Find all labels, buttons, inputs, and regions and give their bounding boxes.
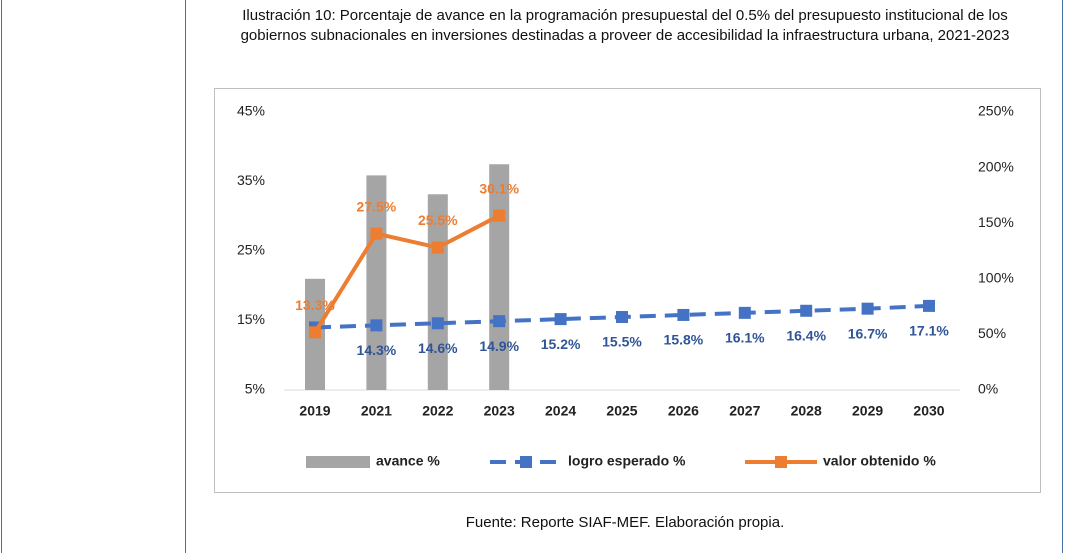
y2-tick-label: 200% (978, 158, 1014, 174)
y2-tick-label: 250% (978, 103, 1014, 119)
table-border (1, 0, 2, 553)
chart-frame (214, 88, 1041, 493)
line (313, 213, 501, 334)
legend-label: logro esperado % (568, 453, 686, 469)
legend-marker (775, 456, 787, 468)
x-tick-label: 2023 (484, 403, 515, 419)
bar (489, 164, 510, 390)
y2-tick-label: 50% (978, 325, 1006, 341)
data-label: 14.6% (418, 340, 458, 356)
table-border (1062, 0, 1063, 553)
data-label: 13.3% (295, 297, 335, 313)
x-tick-label: 2030 (913, 403, 944, 419)
marker (800, 304, 813, 317)
marker (431, 317, 444, 330)
marker (677, 308, 690, 321)
marker (616, 311, 628, 324)
table-border (185, 0, 186, 553)
y-tick-label: 15% (237, 311, 265, 327)
data-label: 15.5% (602, 334, 642, 350)
marker (923, 299, 935, 312)
source-note: Fuente: Reporte SIAF-MEF. Elaboración pr… (465, 514, 785, 531)
y-tick-label: 45% (237, 103, 265, 119)
chart-title: Ilustración 10: Porcentaje de avance en … (240, 7, 1010, 44)
legend-label: avance % (376, 453, 440, 469)
y2-tick-label: 150% (978, 214, 1014, 230)
x-tick-label: 2024 (545, 403, 576, 419)
y2-tick-label: 100% (978, 270, 1014, 286)
data-label: 14.9% (479, 338, 519, 354)
marker (431, 241, 444, 254)
x-tick-label: 2019 (299, 403, 330, 419)
data-label: 16.7% (848, 325, 888, 341)
legend-label: valor obtenido % (823, 453, 936, 469)
y-tick-label: 25% (237, 242, 265, 258)
marker (370, 319, 383, 332)
x-tick-label: 2027 (729, 403, 760, 419)
marker (861, 302, 874, 315)
marker (493, 209, 506, 222)
data-label: 16.1% (725, 330, 765, 346)
marker (309, 326, 321, 339)
legend-marker (520, 456, 532, 468)
x-tick-label: 2025 (606, 403, 637, 419)
marker (493, 315, 506, 328)
x-tick-label: 2028 (791, 403, 822, 419)
data-label: 17.1% (909, 323, 949, 339)
x-tick-label: 2022 (422, 403, 453, 419)
x-tick-label: 2029 (852, 403, 883, 419)
data-label: 16.4% (786, 327, 826, 343)
data-label: 27.5% (357, 198, 397, 214)
data-label: 15.2% (541, 336, 581, 352)
x-tick-label: 2021 (361, 403, 392, 419)
data-label: 25.5% (418, 212, 458, 228)
data-label: 15.8% (664, 332, 704, 348)
x-tick-label: 2026 (668, 403, 699, 419)
marker (554, 313, 567, 326)
y-tick-label: 35% (237, 172, 265, 188)
legend-swatch (306, 456, 370, 468)
marker (738, 306, 751, 319)
y2-tick-label: 0% (978, 381, 998, 397)
data-label: 14.3% (357, 342, 397, 358)
data-label: 30.1% (479, 180, 519, 196)
marker (370, 227, 383, 240)
y-tick-label: 5% (245, 381, 265, 397)
